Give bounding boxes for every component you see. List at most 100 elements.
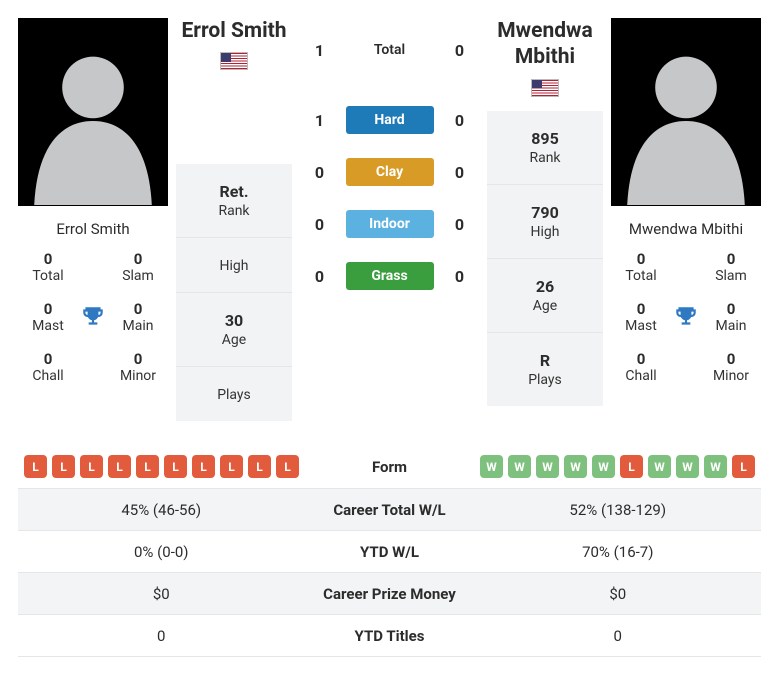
p2-rank-lbl: Rank	[491, 150, 599, 166]
p1-plays-card: Plays	[176, 367, 292, 421]
p2-slam-lbl: Slam	[705, 268, 757, 284]
compare-left-val: $0	[18, 575, 305, 613]
p2-slam-val: 0	[705, 250, 757, 268]
player2-name-under: Mwendwa Mbithi	[611, 206, 761, 250]
p2-minor-lbl: Minor	[705, 368, 757, 384]
player2-form: WWWWWLWWWL	[480, 455, 755, 478]
player2-avatar	[611, 18, 761, 206]
p1-rank-card: Ret. Rank	[176, 164, 292, 238]
silhouette-icon	[616, 36, 756, 206]
comparison-table: LLLLLLLLLL Form WWWWWLWWWL 45% (46-56)Ca…	[18, 445, 761, 657]
p2-mast-lbl: Mast	[615, 318, 667, 334]
p1-main-val: 0	[112, 300, 164, 318]
player2-column: Mwendwa Mbithi 0Total 0Slam 0Mast 0Main …	[611, 18, 761, 392]
form-loss-badge: L	[108, 455, 131, 478]
form-row: LLLLLLLLLL Form WWWWWLWWWL	[18, 445, 761, 489]
player2-stats-column: Mwendwa Mbithi 895Rank 790High 26 Age R Pl…	[487, 18, 603, 406]
head-to-head-column: 1Total01Hard00Clay00Indoor00Grass0	[300, 18, 479, 290]
player1-titles-grid: 0Total 0Slam 0Mast 0Main 0Chall 0Minor	[18, 250, 168, 392]
compare-left-val: 0	[18, 617, 305, 655]
h2h-surface-label: Grass	[346, 262, 434, 290]
compare-row: 0YTD Titles0	[18, 615, 761, 657]
form-loss-badge: L	[24, 455, 47, 478]
p1-total-val: 0	[22, 250, 74, 268]
compare-right-val: 0	[475, 617, 762, 655]
h2h-row-clay: 0Clay0	[300, 158, 479, 186]
form-loss-badge: L	[732, 455, 755, 478]
h2h-right-val: 0	[452, 41, 468, 60]
p1-age-card: 30 Age	[176, 293, 292, 367]
form-win-badge: W	[676, 455, 699, 478]
player1-name-under: Errol Smith	[18, 206, 168, 250]
p1-main-lbl: Main	[112, 318, 164, 334]
p2-mast-val: 0	[615, 300, 667, 318]
form-win-badge: W	[648, 455, 671, 478]
compare-row: $0Career Prize Money$0	[18, 573, 761, 615]
compare-left-val: 0% (0-0)	[18, 533, 305, 571]
p2-total-lbl: Total	[615, 268, 667, 284]
p2-plays-val: R	[491, 351, 599, 370]
p1-high-card: High	[176, 238, 292, 293]
p1-rank-lbl: Rank	[180, 203, 288, 219]
compare-right-val: $0	[475, 575, 762, 613]
form-loss-badge: L	[620, 455, 643, 478]
form-win-badge: W	[536, 455, 559, 478]
h2h-left-val: 0	[312, 163, 328, 182]
h2h-left-val: 1	[312, 111, 328, 130]
p2-high-val: 790	[491, 203, 599, 222]
p2-age-card: 26 Age	[487, 259, 603, 333]
compare-right-val: 52% (138-129)	[475, 491, 762, 529]
p2-main-lbl: Main	[705, 318, 757, 334]
form-win-badge: W	[704, 455, 727, 478]
form-loss-badge: L	[80, 455, 103, 478]
form-win-badge: W	[508, 455, 531, 478]
form-loss-badge: L	[220, 455, 243, 478]
p1-rank-val: Ret.	[180, 182, 288, 201]
silhouette-icon	[23, 36, 163, 206]
p1-chall-lbl: Chall	[22, 368, 74, 384]
p2-age-val: 26	[491, 277, 599, 296]
p1-mast-lbl: Mast	[22, 318, 74, 334]
player1-header-name: Errol Smith	[176, 18, 292, 44]
form-loss-badge: L	[52, 455, 75, 478]
h2h-row-indoor: 0Indoor0	[300, 210, 479, 238]
player2-titles-grid: 0Total 0Slam 0Mast 0Main 0Chall 0Minor	[611, 250, 761, 392]
form-loss-badge: L	[276, 455, 299, 478]
compare-left-val: 45% (46-56)	[18, 491, 305, 529]
p1-chall-val: 0	[22, 350, 74, 368]
h2h-surface-label: Hard	[346, 106, 434, 134]
form-loss-badge: L	[192, 455, 215, 478]
h2h-right-val: 0	[452, 111, 468, 130]
compare-label: Career Total W/L	[305, 491, 475, 529]
form-loss-badge: L	[164, 455, 187, 478]
p1-slam-val: 0	[112, 250, 164, 268]
p1-slam-lbl: Slam	[112, 268, 164, 284]
h2h-row-total: 1Total0	[300, 36, 479, 64]
player2-header: Mwendwa Mbithi	[487, 18, 603, 101]
player1-column: Errol Smith 0Total 0Slam 0Mast 0Main 0Ch…	[18, 18, 168, 392]
p1-high-lbl: High	[180, 258, 288, 274]
p2-rank-card: 895Rank	[487, 111, 603, 185]
trophy-icon	[80, 304, 106, 330]
compare-row: 0% (0-0)YTD W/L70% (16-7)	[18, 531, 761, 573]
p1-age-val: 30	[180, 311, 288, 330]
h2h-left-val: 1	[312, 41, 328, 60]
player1-form: LLLLLLLLLL	[24, 455, 299, 478]
trophy-icon	[673, 304, 699, 330]
p2-age-lbl: Age	[491, 298, 599, 314]
compare-label: YTD W/L	[305, 533, 475, 571]
p2-high-card: 790High	[487, 185, 603, 259]
player2-stats-stack: 895Rank 790High 26 Age R Plays	[487, 111, 603, 406]
compare-right-val: 70% (16-7)	[475, 533, 762, 571]
player2-header-name: Mwendwa Mbithi	[487, 18, 603, 71]
player1-avatar	[18, 18, 168, 206]
h2h-row-grass: 0Grass0	[300, 262, 479, 290]
compare-label: Career Prize Money	[305, 575, 475, 613]
h2h-left-val: 0	[312, 267, 328, 286]
us-flag-icon	[531, 79, 559, 97]
p1-minor-lbl: Minor	[112, 368, 164, 384]
p1-age-lbl: Age	[180, 332, 288, 348]
compare-row: 45% (46-56)Career Total W/L52% (138-129)	[18, 489, 761, 531]
p2-plays-lbl: Plays	[491, 372, 599, 388]
p1-total-lbl: Total	[22, 268, 74, 284]
